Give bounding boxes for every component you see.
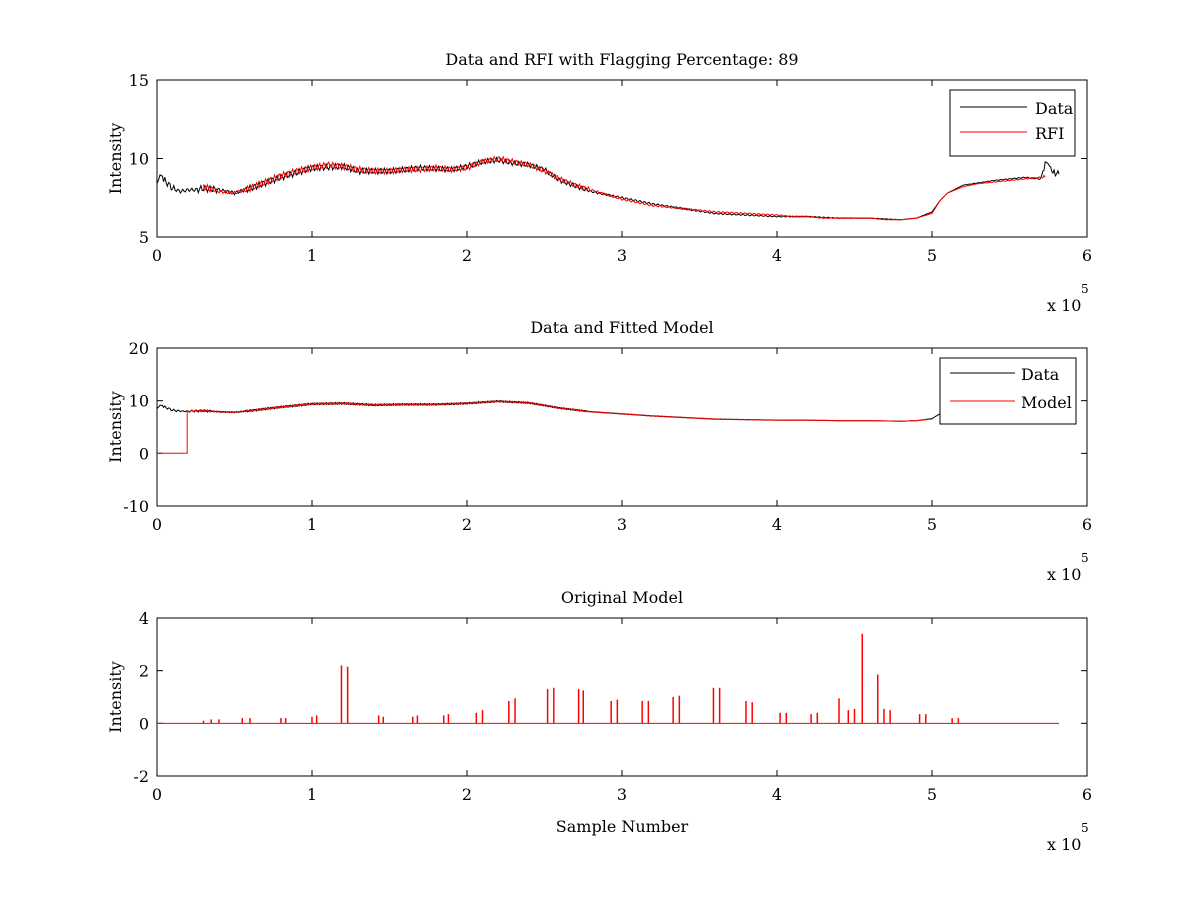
series-group xyxy=(157,399,941,454)
legend-label: Model xyxy=(1021,393,1072,412)
x-tick-label: 1 xyxy=(307,515,317,534)
plot-area xyxy=(156,79,1088,238)
x-tick-label: 6 xyxy=(1082,785,1092,804)
y-tick-label: 20 xyxy=(129,339,149,358)
chart-panel-2: Data and Fitted Model Intensity 0 1 2 3 4 5 6 -10… xyxy=(106,318,1092,584)
x-tick-label: 6 xyxy=(1082,515,1092,534)
plot-area xyxy=(156,347,1088,507)
x-exponent-power: 5 xyxy=(1081,821,1089,835)
y-tick-label: 10 xyxy=(129,150,149,169)
x-exponent-label: x 10 xyxy=(1047,296,1081,315)
series-group xyxy=(157,155,1060,221)
legend-label: Data xyxy=(1021,365,1060,384)
y-tick-label: 0 xyxy=(139,714,149,733)
x-tick-label: 1 xyxy=(307,246,317,265)
x-tick-label: 3 xyxy=(617,785,627,804)
x-tick-label: 6 xyxy=(1082,246,1092,265)
y-tick-label: 15 xyxy=(129,71,149,90)
chart-title: Original Model xyxy=(561,588,683,607)
x-tick-label: 1 xyxy=(307,785,317,804)
x-tick-label: 0 xyxy=(152,515,162,534)
y-axis-label: Intensity xyxy=(106,391,125,463)
series-line-rfi xyxy=(203,155,1046,221)
legend-label: Data xyxy=(1035,99,1074,118)
y-axis-label: Intensity xyxy=(106,123,125,195)
x-tick-label: 4 xyxy=(772,246,782,265)
y-tick-label: 4 xyxy=(139,609,149,628)
x-tick-label: 5 xyxy=(927,515,937,534)
x-exponent-power: 5 xyxy=(1081,551,1089,565)
x-tick-label: 2 xyxy=(462,785,472,804)
legend: Data Model xyxy=(939,357,1077,425)
x-exponent-label: x 10 xyxy=(1047,835,1081,854)
legend-label: RFI xyxy=(1035,124,1064,143)
x-tick-label: 4 xyxy=(772,515,782,534)
x-tick-label: 0 xyxy=(152,246,162,265)
x-tick-label: 3 xyxy=(617,515,627,534)
legend: Data RFI xyxy=(949,89,1076,157)
x-exponent-label: x 10 xyxy=(1047,565,1081,584)
chart-title: Data and Fitted Model xyxy=(530,318,713,337)
x-tick-label: 5 xyxy=(927,785,937,804)
chart-panel-1: Data and RFI with Flagging Percentage: 8… xyxy=(106,50,1092,315)
y-tick-label: 5 xyxy=(139,228,149,247)
series-line-model xyxy=(157,399,933,454)
y-tick-label: 2 xyxy=(139,662,149,681)
x-tick-label: 2 xyxy=(462,246,472,265)
x-tick-label: 2 xyxy=(462,515,472,534)
x-tick-label: 3 xyxy=(617,246,627,265)
chart-title: Data and RFI with Flagging Percentage: 8… xyxy=(445,50,798,69)
y-tick-label: -2 xyxy=(133,767,149,786)
y-axis-label: Intensity xyxy=(106,661,125,733)
x-axis-label: Sample Number xyxy=(556,817,689,836)
plot-area xyxy=(156,617,1088,777)
x-tick-label: 4 xyxy=(772,785,782,804)
x-tick-label: 0 xyxy=(152,785,162,804)
y-tick-label: 10 xyxy=(129,392,149,411)
series-group xyxy=(157,633,1060,724)
legend-box xyxy=(939,357,1077,425)
x-tick-label: 5 xyxy=(927,246,937,265)
y-tick-label: -10 xyxy=(123,497,149,516)
y-tick-label: 0 xyxy=(139,444,149,463)
legend-box xyxy=(949,89,1076,157)
x-exponent-power: 5 xyxy=(1081,282,1089,296)
